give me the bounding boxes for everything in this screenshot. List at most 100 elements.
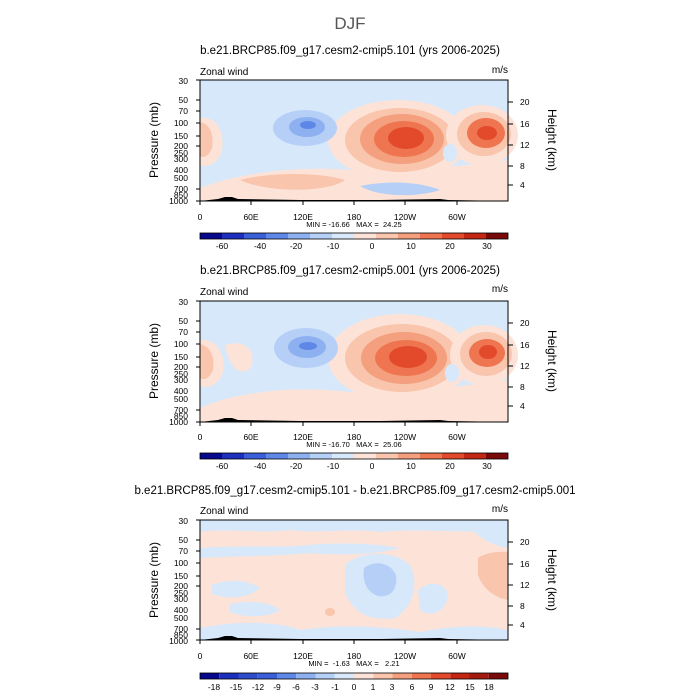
panel-3-height-tick-0: 20 (520, 537, 530, 547)
panel-2-colorbar-box-6 (332, 453, 354, 459)
panel-1-ytick-6: 250 (174, 148, 188, 158)
panel-3-cb-label-8: 1 (371, 682, 376, 692)
panel-3-cb-label-11: 9 (429, 682, 434, 692)
panel-3-xticks: 0 60E 120E 180 120W 60W (198, 651, 466, 661)
panel-1-ytick-3: 100 (174, 118, 188, 128)
panel-3-plot (199, 519, 509, 641)
panel-1-height-tick-3: 8 (520, 161, 525, 171)
panel-3-ytick-marks (196, 519, 200, 641)
panel-3-pos-small (325, 608, 335, 616)
panel-3-height-tick-4: 4 (520, 620, 525, 630)
panel-2-colorbar-labels: -60 -40 -20 -10 0 10 20 30 (216, 461, 492, 471)
panel-1-xtick-3: 180 (347, 212, 361, 222)
panel-2-title: b.e21.BRCP85.f09_g17.cesm2-cmip5.001 (yr… (200, 265, 500, 277)
panel-1-colorbar-box-9 (398, 233, 420, 239)
panel-2-ytick-marks (196, 300, 200, 423)
panel-3-ytick-9: 500 (174, 613, 188, 623)
panel-2-height-tick-2: 12 (520, 361, 530, 371)
panel-1-neg-patch-low (360, 182, 440, 196)
panel-1-pos-patch-mid (240, 174, 345, 190)
panel-3-neg-center-core (363, 563, 397, 597)
panel-1-height-tick-2: 12 (520, 140, 530, 150)
panel-2-ytick-5: 200 (174, 362, 188, 372)
panel-1-cb-label-5: 10 (406, 241, 416, 251)
panel-2-cb-label-5: 10 (406, 461, 416, 471)
panel-1-ytick-2: 70 (179, 106, 189, 116)
panel-2-ytick-6: 250 (174, 369, 188, 379)
panel-1-colorbar-box-12 (464, 233, 486, 239)
panel-1-ytick-4: 150 (174, 131, 188, 141)
panel-2: b.e21.BRCP85.f09_g17.cesm2-cmip5.001 (yr… (147, 265, 559, 471)
panel-3-colorbar-box-14 (469, 673, 489, 679)
panel-3-cb-label-6: -1 (331, 682, 339, 692)
panel-3: b.e21.BRCP85.f09_g17.cesm2-cmip5.101 - b… (134, 485, 575, 692)
panel-1-colorbar-labels: -60 -40 -20 -10 0 10 20 30 (216, 241, 492, 251)
panel-1-units-label: m/s (492, 65, 508, 76)
panel-2-cb-label-7: 30 (482, 461, 492, 471)
panel-3-colorbar-box-1 (219, 673, 239, 679)
panel-2-colorbar-box-2 (244, 453, 266, 459)
panel-1-ytick-10: 700 (174, 184, 188, 194)
panel-3-units-label: m/s (492, 504, 508, 515)
panel-3-colorbar-box-2 (238, 673, 258, 679)
panel-2-variable-label: Zonal wind (200, 287, 248, 298)
panel-2-ytick-2: 70 (179, 327, 189, 337)
panel-1: b.e21.BRCP85.f09_g17.cesm2-cmip5.101 (yr… (147, 45, 559, 251)
panel-2-height-tick-1: 16 (520, 340, 530, 350)
panel-3-height-tick-3: 8 (520, 601, 525, 611)
panel-3-topography (200, 636, 508, 640)
panel-2-xtick-0: 0 (198, 432, 203, 442)
panel-2-cb-label-2: -20 (290, 461, 303, 471)
panel-2-colorbar-box-5 (310, 453, 332, 459)
panel-3-colorbar-labels: -18 -15 -12 -9 -6 -3 -1 0 1 3 6 9 12 15 … (208, 682, 494, 692)
panel-3-colorbar-box-7 (334, 673, 354, 679)
panel-3-colorbar-box-10 (392, 673, 412, 679)
panel-1-gap (443, 144, 457, 162)
panel-1-plot (199, 79, 518, 202)
panel-1-ytick-8: 400 (174, 165, 188, 175)
panel-1-colorbar-box-2 (244, 233, 266, 239)
panel-3-xtick-marks (199, 640, 458, 644)
panel-3-ytick-8: 400 (174, 605, 188, 615)
panel-2-ytick-9: 500 (174, 394, 188, 404)
panel-2-ylabel: Pressure (mb) (147, 323, 161, 399)
panel-2-xtick-5: 60W (448, 432, 465, 442)
panel-3-ytick-10: 700 (174, 624, 188, 634)
panel-3-cb-label-4: -6 (292, 682, 300, 692)
panel-3-colorbar-box-6 (315, 673, 335, 679)
panel-2-xtick-4: 120W (394, 432, 416, 442)
panel-2-cb-label-4: 0 (370, 461, 375, 471)
panel-2-colorbar-box-7 (354, 453, 376, 459)
panel-1-cb-label-2: -20 (290, 241, 303, 251)
panel-2-colorbar-box-12 (464, 453, 486, 459)
panel-2-colorbar-box-13 (486, 453, 508, 459)
panel-2-jet-c5 (389, 346, 427, 368)
panel-3-cb-label-1: -15 (230, 682, 243, 692)
panel-1-colorbar-box-4 (288, 233, 310, 239)
panel-2-easterly-c3 (299, 342, 317, 350)
panel-2-colorbar-box-4 (288, 453, 310, 459)
panel-1-cb-label-1: -40 (254, 241, 267, 251)
panel-2-ytick-4: 150 (174, 352, 188, 362)
panel-1-stats: MIN = -16.66 MAX = 24.25 (306, 220, 401, 229)
panel-1-colorbar (199, 232, 509, 240)
panel-1-ylabel: Pressure (mb) (147, 102, 161, 178)
panel-3-stats: MIN = -1.63 MAX = 2.21 (308, 659, 399, 668)
panel-1-colorbar-box-13 (486, 233, 508, 239)
panel-3-neg-topright (470, 527, 508, 548)
panel-1-cb-label-3: -10 (327, 241, 340, 251)
panel-1-xtick-5: 60W (448, 212, 465, 222)
panel-3-ytick-2: 70 (179, 546, 189, 556)
panel-2-colorbar-box-3 (266, 453, 288, 459)
panel-1-colorbar-box-0 (200, 233, 222, 239)
panel-3-height-tick-1: 16 (520, 559, 530, 569)
panel-3-colorbar-box-5 (296, 673, 316, 679)
panel-1-height-tick-0: 20 (520, 97, 530, 107)
panel-1-ytick-0: 30 (179, 76, 189, 86)
panel-3-height-tick-2: 12 (520, 580, 530, 590)
panel-1-easterly-c3 (300, 121, 316, 129)
panel-2-cb-label-3: -10 (327, 461, 340, 471)
panel-3-colorbar (199, 672, 509, 680)
panel-2-pos-patch-left-2 (200, 344, 214, 380)
panel-3-ytick-7: 300 (174, 594, 188, 604)
